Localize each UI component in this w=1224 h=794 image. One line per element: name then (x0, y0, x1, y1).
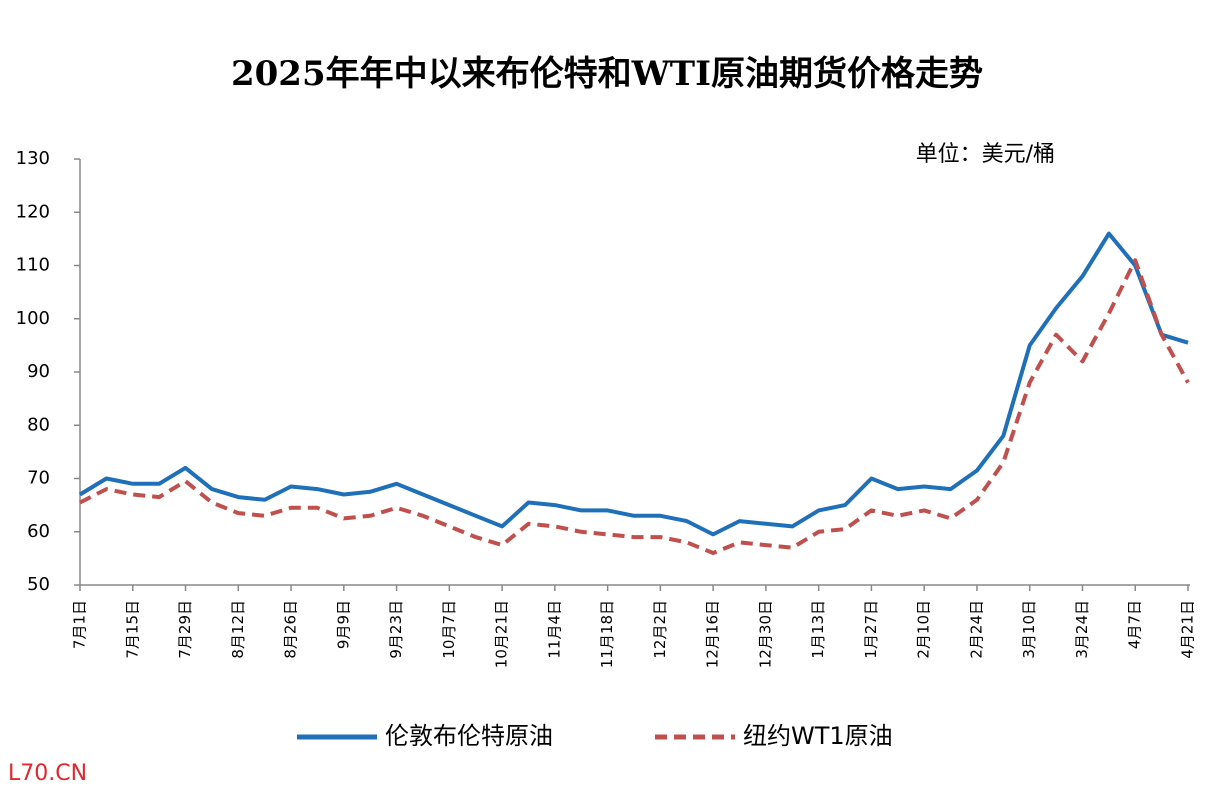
chart-title: 2025年年中以来布伦特和WTI原油期货价格走势 (231, 54, 983, 94)
legend-label: 伦敦布伦特原油 (385, 722, 553, 750)
x-tick-label: 12月16日 (704, 600, 722, 668)
y-tick-label: 100 (16, 308, 50, 329)
x-tick-label: 12月30日 (756, 600, 774, 668)
y-tick-label: 80 (27, 414, 50, 435)
x-tick-label: 9月23日 (387, 600, 405, 659)
y-tick-label: 130 (16, 148, 50, 169)
x-tick-label: 9月9日 (334, 600, 352, 649)
x-tick-label: 7月15日 (123, 600, 141, 659)
watermark: L70.CN (8, 761, 87, 786)
line-series (78, 231, 1189, 537)
y-tick-label: 60 (27, 521, 50, 542)
x-tick-label: 8月12日 (229, 600, 247, 659)
x-tick-label: 10月21日 (493, 600, 511, 668)
y-tick-label: 50 (27, 574, 50, 595)
x-tick-label: 3月10日 (1020, 600, 1038, 659)
y-tick-label: 90 (27, 361, 50, 382)
x-tick-label: 3月24日 (1073, 600, 1091, 659)
x-tick-label: 4月7日 (1126, 600, 1144, 649)
line-series (79, 258, 1190, 555)
y-tick-label: 120 (16, 201, 50, 222)
y-tick-label: 110 (16, 255, 50, 276)
x-tick-label: 1月13日 (809, 600, 827, 659)
x-tick-label: 1月27日 (862, 600, 880, 659)
unit-label: 单位：美元/桶 (916, 142, 1055, 167)
x-tick-label: 2月10日 (915, 600, 933, 659)
x-tick-label: 11月18日 (598, 600, 616, 668)
x-tick-label: 8月26日 (282, 600, 300, 659)
x-tick-label: 11月4日 (545, 600, 563, 659)
y-tick-label: 70 (27, 468, 50, 489)
x-tick-label: 7月29日 (176, 600, 194, 659)
x-tick-label: 2月24日 (967, 600, 985, 659)
legend-label: 纽约WT1原油 (743, 722, 893, 750)
x-tick-label: 4月21日 (1179, 600, 1197, 659)
x-tick-label: 10月7日 (440, 600, 458, 659)
x-tick-label: 7月1日 (71, 600, 89, 649)
x-tick-label: 12月2日 (651, 600, 669, 659)
